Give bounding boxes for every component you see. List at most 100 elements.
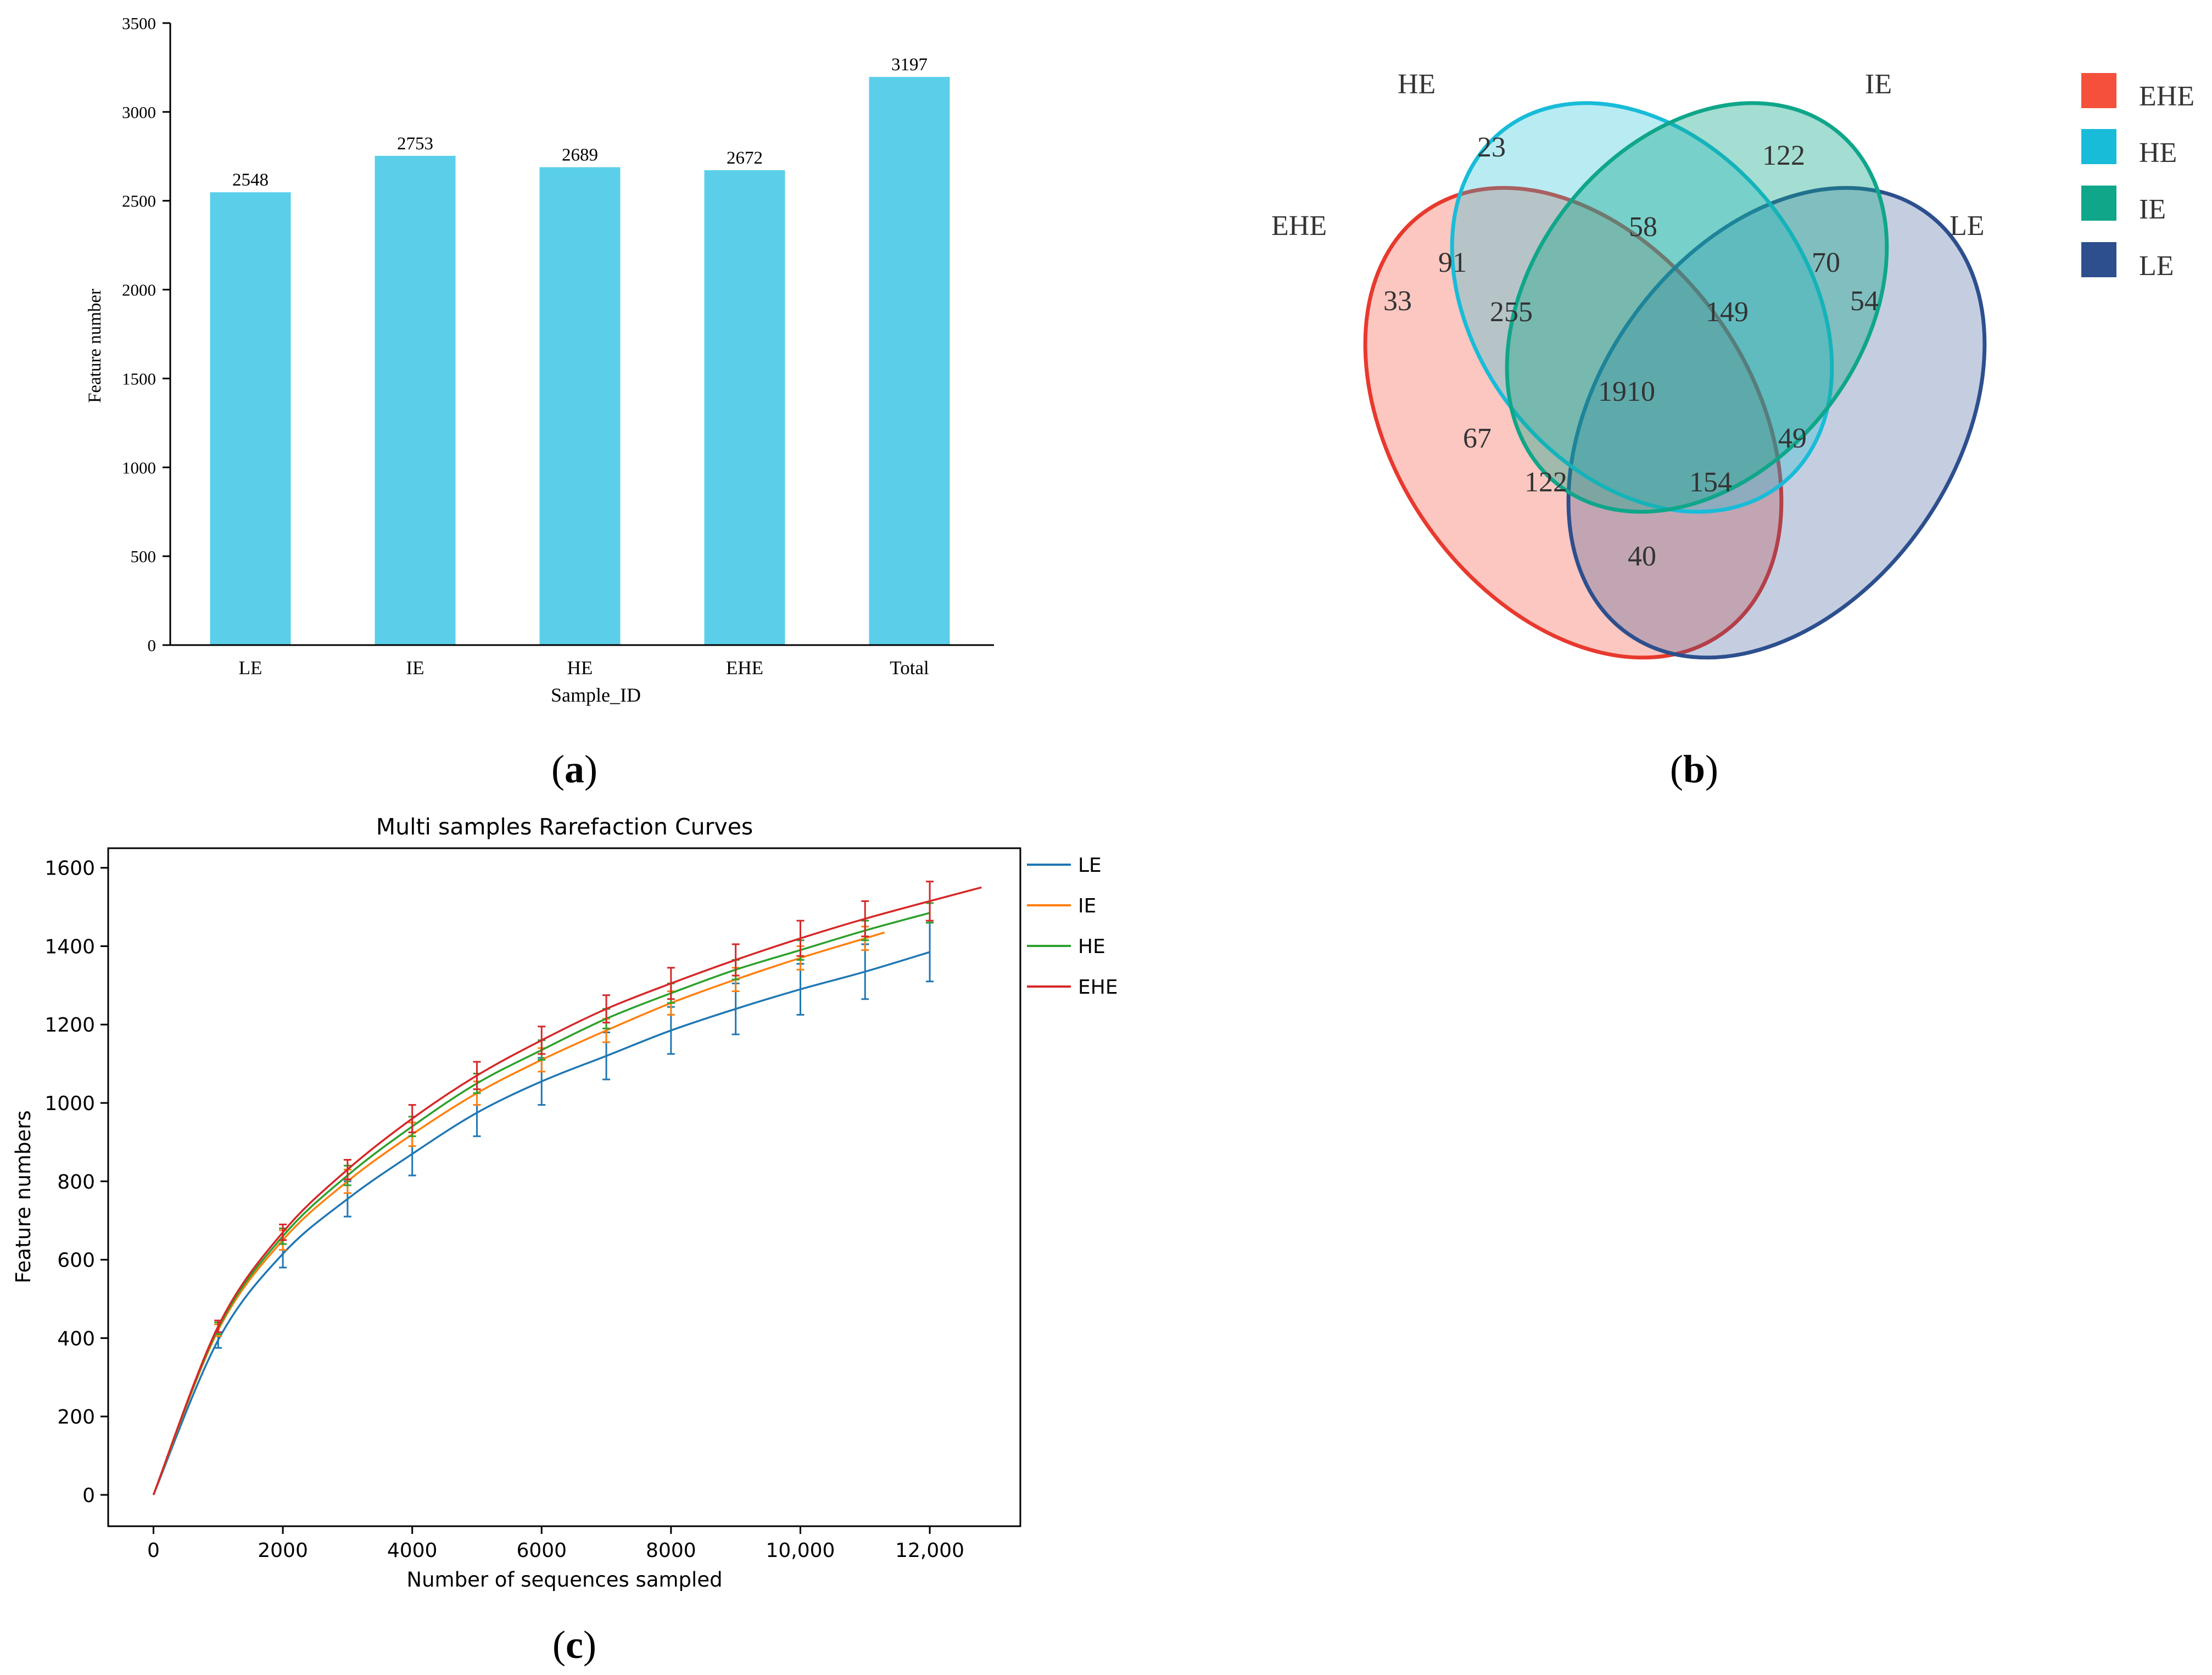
venn-set-label-he: HE: [1398, 69, 1435, 100]
bar-chart-y-tick-label: 500: [131, 547, 157, 566]
venn-set-label-le: LE: [1950, 210, 1985, 242]
rarefaction-y-tick-label: 600: [57, 1250, 95, 1272]
venn-region-le: 54: [1850, 285, 1879, 317]
rarefaction-x-tick-label: 2000: [258, 1539, 308, 1562]
venn-diagram-panel: HE IE EHE LE 23 122 58 91 70 33 255 149 …: [1271, 69, 2194, 791]
bar-value-label: 2689: [562, 145, 598, 165]
rarefaction-x-tick-label: 4000: [387, 1539, 438, 1562]
venn-region-he-le: 49: [1778, 423, 1807, 454]
rarefaction-y-tick-label: 400: [57, 1327, 95, 1350]
rarefaction-legend: LE IE HE EHE: [1027, 854, 1118, 999]
venn-region-he: 23: [1477, 132, 1506, 163]
rarefaction-errorbar: [602, 994, 611, 1024]
panel-label-a: (a): [551, 747, 597, 791]
venn-region-ehe-ie: 67: [1463, 423, 1492, 454]
rarefaction-errorbar: [343, 1159, 351, 1180]
rarefaction-errorbar: [408, 1104, 416, 1134]
venn-region-ie: 122: [1762, 140, 1805, 171]
bar-total: [869, 77, 950, 645]
bar-ehe: [704, 170, 785, 646]
venn-region-ehe-le: 40: [1628, 541, 1656, 572]
bar-chart-bars: 2548 LE 2753 IE 2689 HE 2672 EHE 3197 Total: [210, 55, 950, 679]
venn-region-all: 1910: [1598, 376, 1655, 407]
rarefaction-ticks: 0 2000 4000 6000 8000 10,000 12,000 0 200 400 600 8…: [44, 858, 964, 1562]
rarefaction-y-tick-label: 1200: [44, 1014, 95, 1037]
bar-chart-y-tick-label: 1500: [122, 369, 156, 388]
bar-chart-y-tick-label: 3000: [122, 103, 156, 122]
rarefaction-series: [152, 881, 982, 1495]
venn-legend: EHE HE IE LE: [2081, 73, 2194, 282]
bar-le: [210, 192, 291, 645]
venn-region-ie-le: 70: [1812, 247, 1840, 278]
rarefaction-y-tick-label: 0: [82, 1484, 95, 1507]
rarefaction-errorbar: [796, 920, 805, 957]
venn-legend-swatch-ie: [2081, 186, 2116, 221]
venn-region-ehe-he-le: 154: [1689, 467, 1732, 498]
rarefaction-line-le: [152, 951, 930, 1495]
bar-category-label: EHE: [726, 657, 763, 679]
rarefaction-y-tick-label: 800: [57, 1171, 95, 1194]
bar-ie: [375, 155, 456, 645]
rarefaction-panel: Multi samples Rarefaction Curves 0 2000 40…: [12, 814, 1118, 1667]
rarefaction-legend-label: IE: [1078, 895, 1096, 917]
rarefaction-x-tick-label: 6000: [516, 1539, 567, 1562]
bar-category-label: IE: [406, 657, 424, 679]
bar-chart-y-tick-label: 1000: [122, 458, 156, 477]
bar-value-label: 2672: [727, 148, 763, 168]
venn-region-ehe: 33: [1383, 285, 1412, 317]
bar-chart-y-tick-label: 2500: [122, 192, 156, 211]
bar-he: [539, 167, 621, 645]
rarefaction-y-tick-label: 1400: [44, 935, 95, 958]
venn-set-label-ehe: EHE: [1271, 210, 1327, 242]
venn-region-he-ie-le: 149: [1706, 296, 1749, 328]
bar-category-label: Total: [890, 657, 929, 679]
rarefaction-errorbar: [731, 943, 740, 977]
bar-value-label: 3197: [891, 55, 928, 75]
rarefaction-y-tick-label: 1000: [44, 1093, 95, 1115]
bar-value-label: 2548: [232, 170, 269, 190]
rarefaction-line-ie: [152, 931, 885, 1495]
bar-value-label: 2753: [397, 134, 433, 154]
rarefaction-plot-frame: [107, 847, 1021, 1527]
rarefaction-errorbar: [861, 900, 869, 938]
venn-set-label-ie: IE: [1865, 69, 1892, 100]
rarefaction-line-he: [152, 912, 930, 1495]
rarefaction-legend-label: HE: [1078, 935, 1105, 958]
venn-ellipse-ehe: [1363, 186, 1784, 660]
rarefaction-y-tick-label: 200: [57, 1406, 95, 1428]
rarefaction-y-axis-label: Feature numbers: [12, 1110, 35, 1283]
venn-legend-swatch-ehe: [2081, 73, 2116, 108]
venn-region-ehe-he-ie: 255: [1490, 296, 1533, 328]
venn-ellipse-ie: [1505, 101, 1889, 514]
rarefaction-title: Multi samples Rarefaction Curves: [376, 814, 753, 840]
venn-legend-label-ehe: EHE: [2139, 81, 2194, 112]
panel-label-b: (b): [1670, 747, 1718, 791]
rarefaction-errorbar: [473, 1061, 481, 1090]
rarefaction-x-tick-label: 8000: [646, 1539, 696, 1562]
rarefaction-legend-label: LE: [1078, 854, 1102, 877]
venn-legend-label-ie: IE: [2139, 194, 2166, 225]
rarefaction-errorbar: [926, 881, 934, 922]
rarefaction-x-tick-label: 12,000: [895, 1539, 964, 1562]
venn-legend-swatch-le: [2081, 242, 2116, 277]
rarefaction-errorbar: [214, 1319, 222, 1334]
rarefaction-x-tick-label: 0: [147, 1539, 160, 1562]
venn-legend-swatch-he: [2081, 129, 2116, 164]
rarefaction-errorbar: [667, 967, 675, 1000]
rarefaction-x-tick-label: 10,000: [766, 1539, 835, 1562]
rarefaction-errorbar: [538, 1026, 546, 1055]
rarefaction-errorbar: [279, 1223, 287, 1241]
bar-category-label: HE: [567, 657, 593, 679]
venn-region-ehe-he: 91: [1438, 247, 1467, 278]
bar-chart-y-axis-label: Feature number: [85, 289, 105, 403]
rarefaction-line-ehe: [152, 886, 982, 1495]
rarefaction-legend-label: EHE: [1078, 976, 1118, 999]
bar-chart-panel: 0 500 1000 1500 2000 2500 3000 3500 2548 LE 2753 I…: [85, 14, 994, 791]
bar-chart-y-tick-label: 3500: [122, 14, 156, 33]
bar-chart-y-tick-label: 0: [148, 636, 157, 655]
panel-label-c: (c): [552, 1623, 596, 1667]
bar-chart-x-axis-label: Sample_ID: [551, 684, 641, 706]
venn-region-he-ie: 58: [1629, 211, 1657, 243]
venn-legend-label-le: LE: [2139, 250, 2174, 282]
